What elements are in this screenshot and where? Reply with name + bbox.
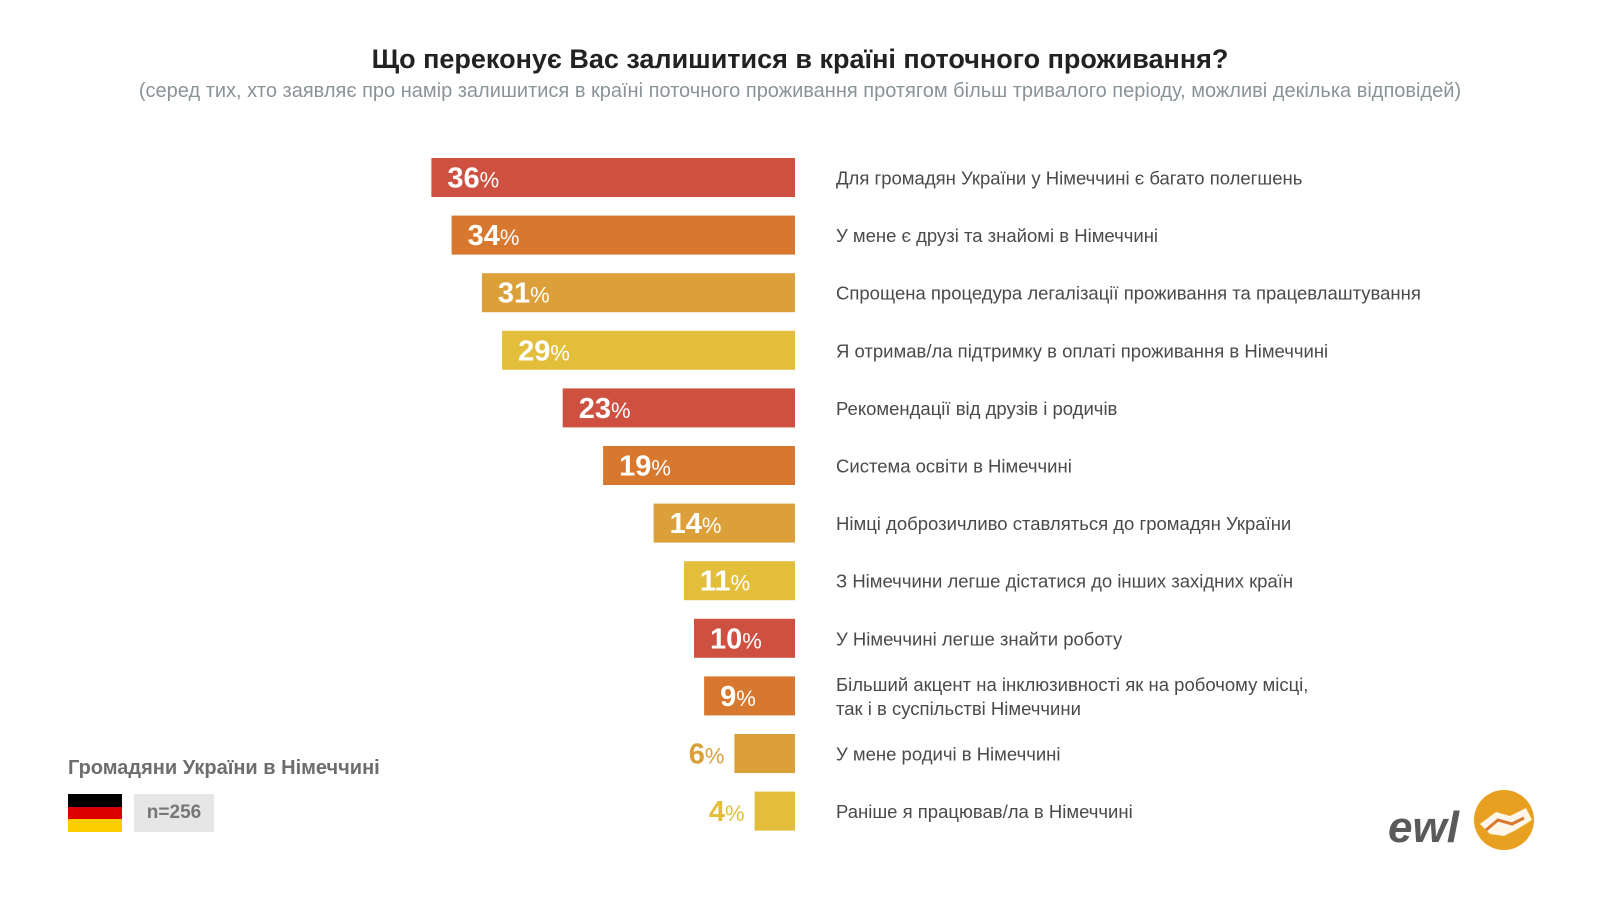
bar <box>734 734 795 773</box>
category-label: Я отримав/ла підтримку в оплаті проживан… <box>836 340 1328 361</box>
ewl-logo: ewl <box>1388 790 1534 852</box>
bar <box>431 158 795 197</box>
bar-row: 34% У мене є друзі та знайомі в Німеччині <box>451 215 1158 255</box>
bar-value-number: 31 <box>498 278 530 310</box>
bar-value-unit: % <box>611 398 631 423</box>
germany-flag-icon <box>68 794 122 833</box>
category-label: Спрощена процедура легалізації проживанн… <box>836 283 1421 304</box>
bar-value-unit: % <box>500 225 520 250</box>
category-label: У мене є друзі та знайомі в Німеччині <box>836 225 1158 246</box>
bar-value-unit: % <box>651 456 671 481</box>
bar-row: 10% У Німеччині легше знайти роботу <box>694 618 1123 658</box>
category-label: Більший акцент на інклюзивності як на ро… <box>836 674 1308 719</box>
bar-row: 29% Я отримав/ла підтримку в оплаті прожи… <box>502 330 1328 370</box>
bar-value-label: 23% <box>579 393 631 425</box>
category-label: У мене родичі в Німеччині <box>836 744 1061 765</box>
flag-stripe-gold <box>68 819 122 833</box>
bar-row: 14% Німці доброзичливо ставляться до гром… <box>653 503 1291 543</box>
bar-value-number: 10 <box>710 623 742 655</box>
category-label: З Німеччини легше дістатися до інших зах… <box>836 571 1293 592</box>
bar <box>754 791 795 831</box>
bar-value-unit: % <box>480 168 500 193</box>
chart-subtitle: (серед тих, хто заявляє про намір залиши… <box>138 80 1462 102</box>
category-label-line: З Німеччини легше дістатися до інших зах… <box>836 571 1293 592</box>
category-label-line: У мене родичі в Німеччині <box>836 744 1061 765</box>
bar-value-unit: % <box>530 283 550 308</box>
bar-value-label: 19% <box>619 451 671 483</box>
bar-value-number: 9 <box>720 681 736 713</box>
bar-value-label: 6% <box>689 739 725 771</box>
category-label-line: У Німеччині легше знайти роботу <box>836 628 1123 649</box>
handshake-icon <box>1474 790 1534 850</box>
bar-value-number: 19 <box>619 451 651 483</box>
bar <box>694 618 795 658</box>
category-label-line: Я отримав/ла підтримку в оплаті проживан… <box>836 340 1328 361</box>
bar-value-number: 6 <box>689 739 705 771</box>
bar-value-unit: % <box>736 686 756 711</box>
category-label-line: Німці доброзичливо ставляться до громадя… <box>836 513 1291 534</box>
bar-value-unit: % <box>731 571 751 596</box>
bar-row: 6% У мене родичі в Німеччині <box>689 734 1061 773</box>
bar-row: 4% Раніше я працював/ла в Німеччині <box>709 791 1133 831</box>
bar-value-label: 10% <box>710 623 762 655</box>
category-label-line: Спрощена процедура легалізації проживанн… <box>836 283 1421 304</box>
flag-stripe-red <box>68 806 122 820</box>
category-label: Система освіти в Німеччині <box>836 456 1072 477</box>
bar-value-number: 11 <box>700 566 731 598</box>
bar <box>502 330 795 370</box>
category-label-line: Раніше я працював/ла в Німеччині <box>836 801 1133 822</box>
sample-size-badge: n=256 <box>134 794 214 832</box>
chart-title: Що переконує Вас залишитися в країні пот… <box>371 44 1229 74</box>
bar-value-number: 4 <box>709 796 725 828</box>
bar <box>653 503 795 543</box>
bar <box>704 676 795 716</box>
bar-value-label: 29% <box>518 335 570 367</box>
category-label-line: Більший акцент на інклюзивності як на ро… <box>836 674 1308 695</box>
category-label-line: так і в суспільстві Німеччини <box>836 698 1081 719</box>
bar-value-label: 9% <box>720 681 756 713</box>
bar-value-unit: % <box>702 513 722 538</box>
flag-stripe-black <box>68 794 122 807</box>
category-label: Для громадян України у Німеччині є багат… <box>836 168 1302 189</box>
bar <box>603 446 795 485</box>
bar-value-unit: % <box>725 801 745 826</box>
category-label: Рекомендації від друзів і родичів <box>836 398 1118 419</box>
bar-value-unit: % <box>742 628 762 653</box>
bar-row: 19% Система освіти в Німеччині <box>603 446 1072 485</box>
bar <box>451 215 795 255</box>
bar-value-unit: % <box>705 744 725 769</box>
category-label: Раніше я працював/ла в Німеччині <box>836 801 1133 822</box>
bar-row: 9% Більший акцент на інклюзивності як на … <box>704 674 1308 719</box>
category-label: У Німеччині легше знайти роботу <box>836 628 1123 649</box>
category-label: Німці доброзичливо ставляться до громадя… <box>836 513 1291 534</box>
bar-value-number: 29 <box>518 335 550 367</box>
bar-value-label: 11% <box>700 566 750 598</box>
bar-row: 31% Спрощена процедура легалізації прожив… <box>481 273 1421 313</box>
bar-value-label: 36% <box>447 163 499 195</box>
bar-value-label: 4% <box>709 796 745 828</box>
bar <box>562 388 795 428</box>
bar-value-number: 14 <box>670 508 702 540</box>
bar-value-label: 31% <box>498 278 550 310</box>
bar <box>683 561 795 601</box>
bar-value-number: 36 <box>447 163 479 195</box>
bar-value-number: 34 <box>468 220 500 252</box>
bar-value-unit: % <box>550 340 570 365</box>
bar-value-label: 14% <box>670 508 722 540</box>
bar-row: 36% Для громадян України у Німеччині є ба… <box>431 158 1302 197</box>
bar <box>481 273 795 313</box>
bar-row: 23% Рекомендації від друзів і родичів <box>562 388 1118 428</box>
group-label: Громадяни України в Німеччині <box>68 757 380 779</box>
category-label-line: Рекомендації від друзів і родичів <box>836 398 1118 419</box>
category-label-line: У мене є друзі та знайомі в Німеччині <box>836 225 1158 246</box>
category-label-line: Система освіти в Німеччині <box>836 456 1072 477</box>
logo-text: ewl <box>1388 803 1460 852</box>
bar-value-number: 23 <box>579 393 611 425</box>
bar-value-label: 34% <box>468 220 520 252</box>
category-label-line: Для громадян України у Німеччині є багат… <box>836 168 1302 189</box>
bar-row: 11% З Німеччини легше дістатися до інших … <box>683 561 1293 601</box>
